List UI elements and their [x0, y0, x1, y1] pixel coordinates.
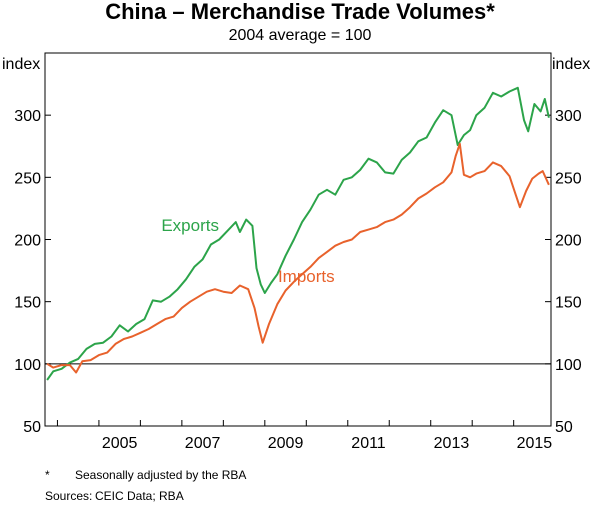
y-axis-label-right: index — [552, 56, 591, 73]
x-tick-label: 2013 — [434, 435, 470, 452]
y-tick-label-left: 100 — [14, 357, 41, 374]
series-label-exports: Exports — [161, 216, 219, 235]
y-tick-label-left: 300 — [14, 108, 41, 125]
x-tick-label: 2007 — [185, 435, 221, 452]
y-tick-label-left: 150 — [14, 295, 41, 312]
x-tick-label: 2005 — [102, 435, 138, 452]
y-tick-label-right: 50 — [555, 419, 573, 436]
footnote-text: Seasonally adjusted by the RBA — [75, 468, 247, 482]
series-label-imports: Imports — [278, 267, 335, 286]
y-tick-label-right: 250 — [555, 170, 582, 187]
sources-label: Sources: — [45, 489, 93, 503]
y-tick-label-right: 100 — [555, 357, 582, 374]
footnote-mark: * — [45, 468, 50, 482]
footnote: * Seasonally adjusted by the RBA — [45, 468, 246, 482]
series-line-exports — [46, 86, 550, 381]
y-tick-label-right: 200 — [555, 233, 582, 250]
x-tick-label: 2009 — [268, 435, 304, 452]
y-tick-label-right: 150 — [555, 295, 582, 312]
series-line-imports — [46, 142, 550, 374]
y-tick-label-right: 300 — [555, 108, 582, 125]
sources: Sources: CEIC Data; RBA — [45, 489, 184, 503]
y-axis-label-left: index — [2, 56, 41, 73]
x-tick-label: 2015 — [517, 435, 553, 452]
y-tick-label-left: 250 — [14, 170, 41, 187]
y-tick-label-left: 200 — [14, 233, 41, 250]
chart-title: China – Merchandise Trade Volumes* — [105, 0, 495, 24]
plot-frame — [44, 52, 552, 427]
chart-subtitle: 2004 average = 100 — [228, 27, 372, 44]
sources-text: CEIC Data; RBA — [95, 489, 184, 503]
y-tick-label-left: 50 — [23, 419, 41, 436]
x-tick-label: 2011 — [351, 435, 386, 452]
